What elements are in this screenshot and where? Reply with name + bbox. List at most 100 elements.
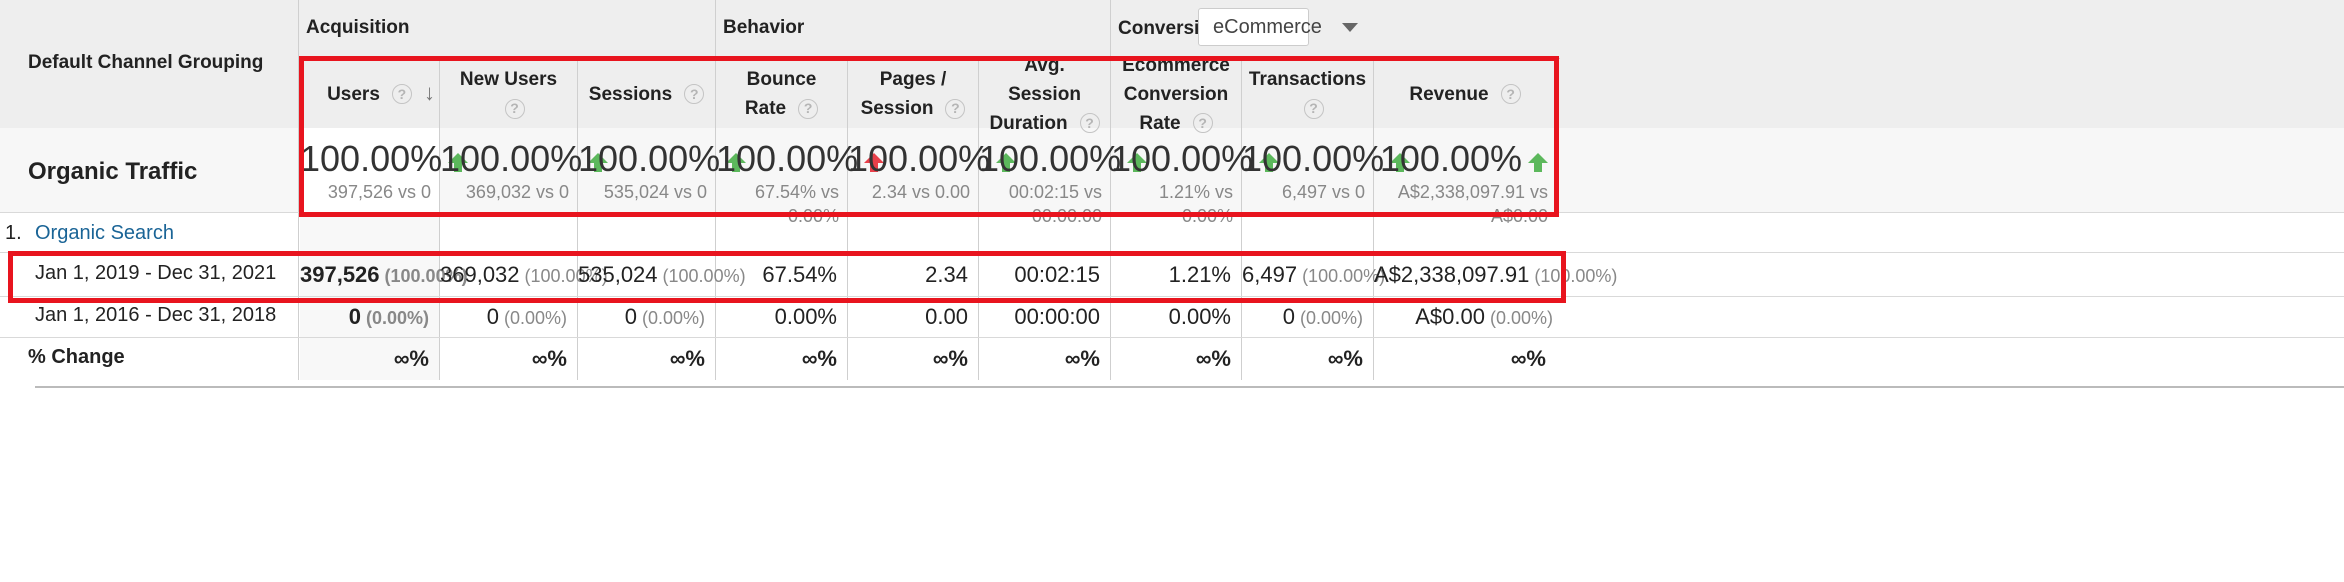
table-cell: A$2,338,097.91 (100.00%): [1374, 262, 1617, 288]
column-header-sessions[interactable]: Sessions?: [578, 60, 715, 128]
cell-percent: (100.00%): [524, 266, 608, 286]
table-cell: A$0.00 (0.00%): [1374, 304, 1553, 330]
organic-search-link[interactable]: Organic Search: [35, 222, 174, 244]
cell-value: ∞%: [1510, 346, 1546, 371]
summary-percent: 100.00%: [1111, 138, 1254, 179]
trend-up-arrow-icon: [448, 153, 469, 173]
table-cell: 2.34: [848, 262, 968, 288]
column-header-label: Revenue: [1409, 83, 1489, 105]
help-icon[interactable]: ?: [684, 84, 705, 105]
cell-value: 0: [1282, 304, 1295, 329]
chevron-down-icon: [1341, 22, 1358, 32]
column-header-new-users[interactable]: New Users?: [440, 60, 577, 128]
summary-cell: 100.00% 2.34 vs 0.00: [848, 138, 1017, 204]
help-icon[interactable]: ?: [1500, 84, 1521, 105]
summary-detail: 6,497 vs 0: [1281, 182, 1365, 202]
cell-value: A$2,338,097.91: [1374, 262, 1530, 287]
table-cell: 00:00:00: [979, 304, 1100, 330]
cell-value: 397,526: [300, 262, 380, 287]
table-cell: 0 (0.00%): [578, 304, 705, 330]
help-icon[interactable]: ?: [798, 98, 819, 119]
table-cell: 0.00%: [1111, 304, 1231, 330]
cell-percent: (100.00%): [1534, 266, 1618, 286]
table-cell: 0 (0.00%): [300, 304, 429, 330]
column-header-revenue[interactable]: Revenue?: [1374, 60, 1556, 128]
summary-cell: 100.00% 397,526 vs 0: [300, 138, 469, 204]
summary-percent: 100.00%: [1242, 138, 1385, 179]
cell-value: 00:02:15: [1014, 262, 1100, 287]
cell-value: ∞%: [801, 346, 837, 371]
cell-value: 00:00:00: [1014, 304, 1100, 329]
table-cell: ∞%: [578, 346, 705, 372]
summary-detail: 369,032 vs 0: [465, 182, 569, 202]
highlight-box-summary: [299, 56, 1559, 217]
summary-cell: 100.00% 67.54% vs 0.00%: [716, 138, 885, 228]
cell-value: A$0.00: [1415, 304, 1485, 329]
highlight-box-row: [8, 251, 1566, 303]
table-header: [0, 0, 2344, 128]
table-cell: 397,526 (100.00%): [300, 262, 468, 288]
cell-value: 0: [486, 304, 499, 329]
table-cell: 535,024 (100.00%): [578, 262, 746, 288]
summary-percent: 100.00%: [848, 138, 991, 179]
column-header-pages-session[interactable]: Pages / Session?: [848, 60, 978, 128]
table-cell: 0.00: [848, 304, 968, 330]
conversions-dropdown[interactable]: eCommerce: [1198, 8, 1358, 46]
column-header-transactions[interactable]: Transactions?: [1242, 60, 1373, 128]
help-icon[interactable]: ?: [391, 84, 412, 105]
table-cell: ∞%: [848, 346, 968, 372]
cell-percent: (0.00%): [1299, 308, 1363, 328]
help-icon[interactable]: ?: [1079, 113, 1100, 134]
help-icon[interactable]: ?: [945, 98, 966, 119]
summary-cell: 100.00% 535,024 vs 0: [578, 138, 747, 204]
summary-cell: 100.00% 6,497 vs 0: [1242, 138, 1411, 204]
table-cell: 0 (0.00%): [440, 304, 567, 330]
table-cell: 0 (0.00%): [1242, 304, 1363, 330]
cell-percent: (100.00%): [384, 266, 468, 286]
column-header-users[interactable]: Users? ↓: [300, 60, 439, 128]
column-header-label: Users: [327, 83, 380, 105]
trend-up-arrow-icon: [726, 153, 747, 173]
column-header-label: Ecommerce Conversion Rate: [1122, 54, 1230, 134]
column-header-label: New Users: [459, 69, 558, 90]
cell-percent: (0.00%): [503, 308, 567, 328]
group-acquisition: Acquisition: [306, 17, 410, 38]
row-index: 1.: [5, 222, 22, 244]
help-icon[interactable]: ?: [1192, 113, 1213, 134]
summary-detail: 397,526 vs 0: [327, 182, 431, 202]
table-cell: ∞%: [1111, 346, 1231, 372]
table-cell: ∞%: [1242, 346, 1363, 372]
dimension-label: Default Channel Grouping: [28, 52, 264, 73]
cell-value: ∞%: [531, 346, 567, 371]
table-cell: 369,032 (100.00%): [440, 262, 608, 288]
column-header-bounce-rate[interactable]: Bounce Rate?: [716, 60, 847, 128]
summary-percent: 100.00%: [1379, 138, 1522, 179]
trend-up-arrow-icon: [588, 153, 609, 173]
sort-arrow-down-icon[interactable]: ↓: [424, 80, 435, 105]
summary-percent: 100.00%: [578, 138, 721, 179]
trend-up-arrow-icon: [1390, 153, 1411, 173]
cell-value: 1.21%: [1168, 262, 1231, 287]
table-cell: ∞%: [300, 346, 429, 372]
help-icon[interactable]: ?: [1303, 98, 1324, 119]
trend-up-arrow-icon: [864, 153, 885, 173]
summary-cell: 100.00% 369,032 vs 0: [440, 138, 609, 204]
cell-percent: (0.00%): [641, 308, 705, 328]
cell-value: ∞%: [1195, 346, 1231, 371]
summary-percent: 100.00%: [300, 138, 443, 179]
summary-percent: 100.00%: [716, 138, 859, 179]
summary-detail: 2.34 vs 0.00: [871, 182, 970, 202]
summary-cell: 100.00% 00:02:15 vs 00:00:00: [979, 138, 1148, 228]
table-cell: 0.00%: [716, 304, 837, 330]
column-header-ecommerce-conversion-rate[interactable]: Ecommerce Conversion Rate?: [1111, 55, 1241, 134]
cell-value: 0.00: [925, 304, 968, 329]
help-icon[interactable]: ?: [504, 98, 525, 119]
table-cell: ∞%: [1374, 346, 1546, 372]
summary-label: Organic Traffic: [28, 158, 198, 185]
summary-detail: 535,024 vs 0: [603, 182, 707, 202]
date-range-label: Jan 1, 2019 - Dec 31, 2021: [35, 262, 277, 284]
group-behavior: Behavior: [723, 17, 805, 38]
trend-up-arrow-icon: [996, 153, 1017, 173]
table-cell: ∞%: [979, 346, 1100, 372]
column-header-label: Bounce Rate: [744, 69, 817, 119]
